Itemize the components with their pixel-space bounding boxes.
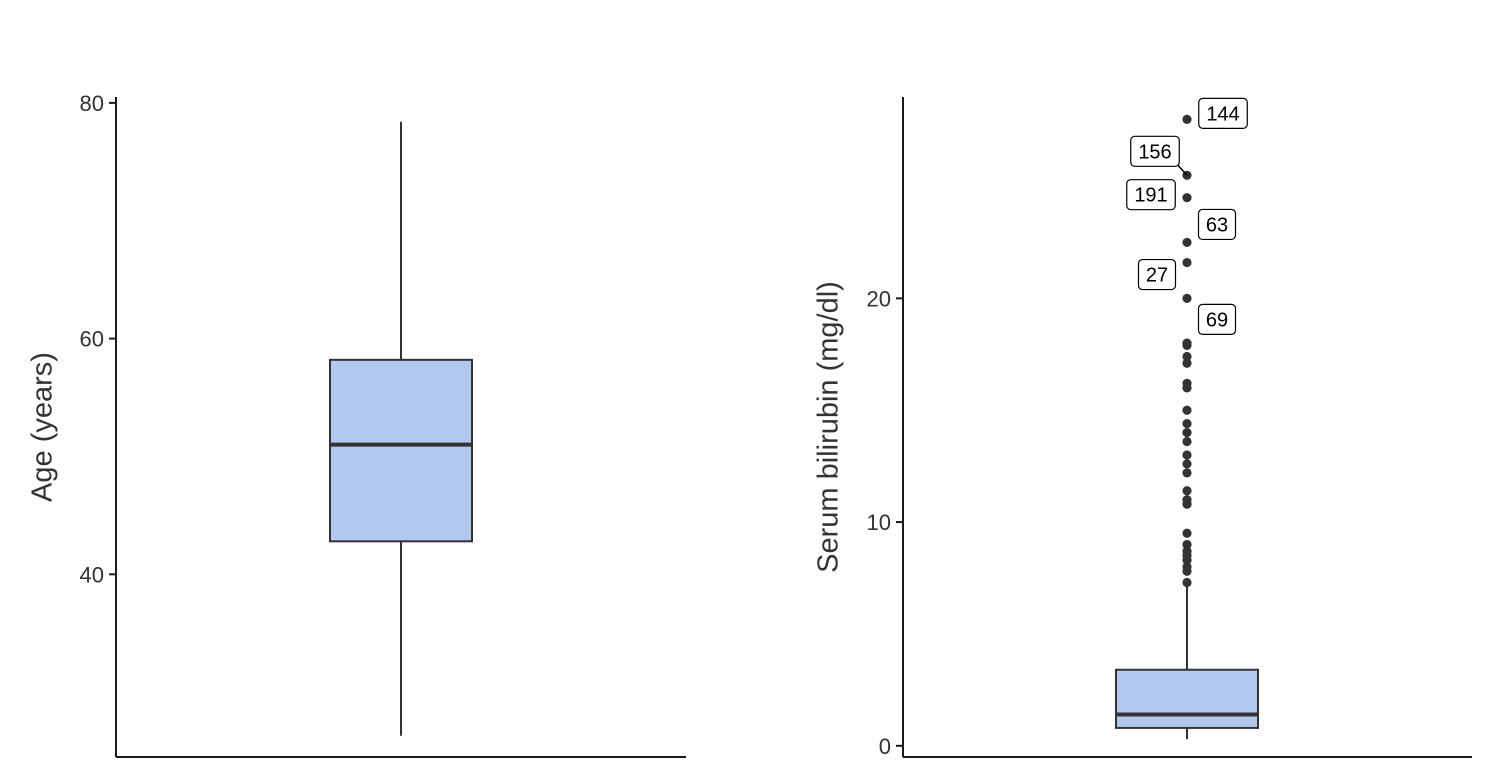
y-tick-label: 0	[879, 734, 891, 759]
point-label-box	[1126, 179, 1176, 211]
outlier-point	[1182, 427, 1192, 438]
outlier-point	[1182, 562, 1192, 572]
point-label: 27	[1146, 265, 1168, 287]
outlier-point	[1182, 293, 1192, 303]
y-tick-label: 10	[867, 510, 891, 535]
outlier-point	[1182, 486, 1192, 496]
y-axis-title: Age (years)	[27, 352, 59, 502]
point-label-box	[1197, 303, 1237, 335]
panel-2: 0 10 20 Serum bilirubin (mg/dl) 144 156 191 63 2…	[813, 97, 1472, 759]
outlier-point	[1182, 450, 1192, 460]
outlier-point	[1182, 528, 1192, 538]
outlier-point	[1182, 495, 1192, 505]
point-label: 69	[1206, 309, 1228, 331]
outlier-point	[1182, 378, 1192, 388]
point-label: 156	[1138, 141, 1171, 163]
y-axis-title: Serum bilirubin (mg/dl)	[813, 281, 845, 573]
point-label-box	[1137, 258, 1177, 291]
outlier-point	[1182, 358, 1192, 368]
outlier-point	[1182, 338, 1192, 348]
point-label: 144	[1206, 103, 1239, 125]
outlier-point	[1182, 539, 1192, 550]
outlier-point	[1182, 193, 1192, 203]
point-label-box	[1197, 208, 1237, 241]
point-label: 191	[1134, 185, 1167, 207]
outlier-point	[1182, 351, 1192, 362]
outlier-point	[1182, 419, 1192, 429]
y-tick-label: 40	[80, 562, 104, 587]
iqr-box	[1115, 668, 1259, 729]
outlier-point	[1182, 405, 1192, 415]
outlier-point	[1182, 114, 1192, 124]
outlier-point	[1182, 546, 1192, 556]
iqr-box	[329, 358, 473, 543]
outlier-point	[1182, 436, 1192, 447]
y-tick-label: 20	[867, 286, 891, 311]
outlier-point	[1182, 459, 1192, 469]
outlier-point	[1182, 468, 1192, 478]
point-label-box	[1130, 135, 1180, 167]
y-tick-label: 60	[80, 327, 104, 352]
outlier-point	[1182, 577, 1192, 588]
point-label-box	[1198, 97, 1248, 129]
panel-1: 40 60 80 Age (years)	[27, 91, 686, 758]
y-tick-label: 80	[80, 91, 104, 116]
outlier-point	[1182, 257, 1192, 268]
outlier-point	[1182, 237, 1192, 248]
point-label: 63	[1206, 214, 1228, 236]
